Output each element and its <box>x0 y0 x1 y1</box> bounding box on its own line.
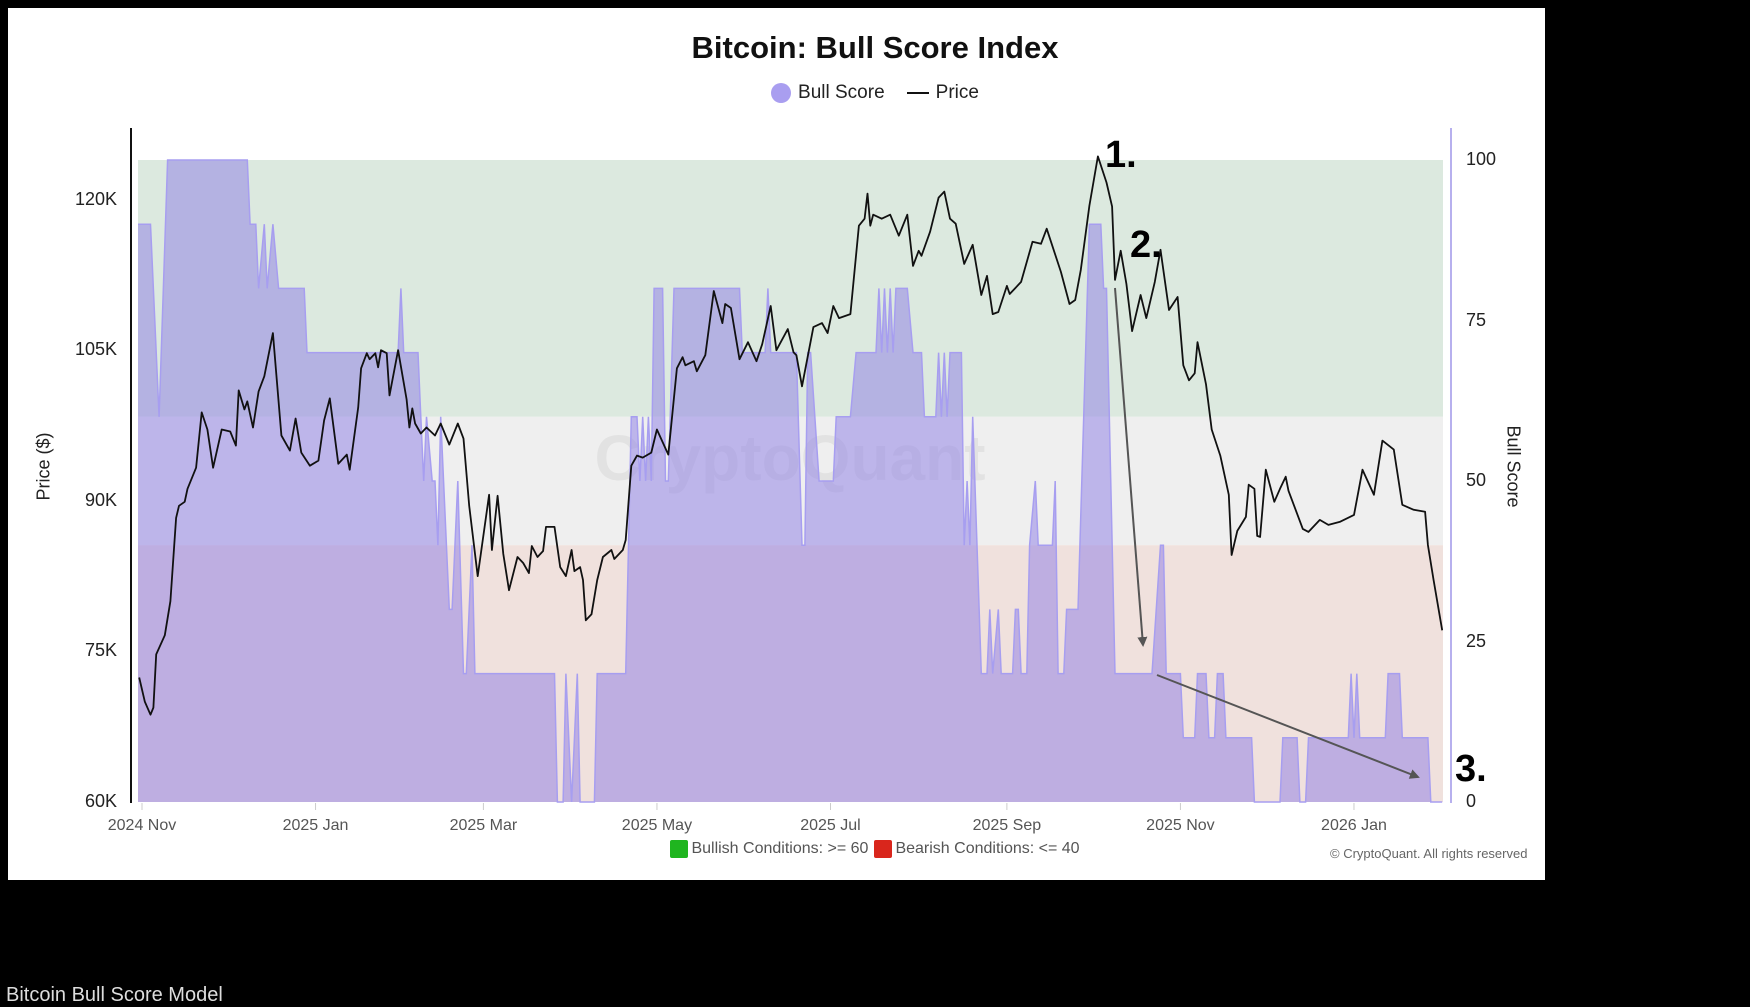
y-left-tick-label: 105K <box>40 339 117 360</box>
annotation-3: 3. <box>1455 748 1487 791</box>
bearish-conditions-label: Bearish Conditions: <= 40 <box>895 840 1079 858</box>
y-right-tick-label: 100 <box>1466 149 1496 170</box>
x-tick-label: 2026 Jan <box>1309 817 1399 835</box>
x-tick-label: 2025 Sep <box>962 817 1052 835</box>
x-tick-label: 2025 May <box>612 817 702 835</box>
copyright: © CryptoQuant. All rights reserved <box>1330 846 1527 861</box>
y-right-tick-label: 25 <box>1466 631 1486 652</box>
annotation-1: 1. <box>1105 134 1137 177</box>
y-left-tick-label: 120K <box>40 189 117 210</box>
y-left-tick-label: 60K <box>40 791 117 812</box>
y-right-tick-label: 0 <box>1466 791 1476 812</box>
right-axis-title: Bull Score <box>1503 425 1524 507</box>
y-right-tick-label: 75 <box>1466 310 1486 331</box>
x-tick-label: 2025 Jul <box>785 817 875 835</box>
bullish-conditions-label: Bullish Conditions: >= 60 <box>691 840 868 858</box>
annotation-2: 2. <box>1130 224 1162 267</box>
bullish-square-icon <box>670 840 688 858</box>
x-tick-label: 2025 Mar <box>438 817 528 835</box>
left-axis-title: Price ($) <box>34 432 55 500</box>
x-tick-label: 2025 Jan <box>271 817 361 835</box>
x-tick-label: 2024 Nov <box>97 817 187 835</box>
x-tick-label: 2025 Nov <box>1135 817 1225 835</box>
y-right-tick-label: 50 <box>1466 470 1486 491</box>
y-left-tick-label: 75K <box>40 640 117 661</box>
bearish-square-icon <box>874 840 892 858</box>
